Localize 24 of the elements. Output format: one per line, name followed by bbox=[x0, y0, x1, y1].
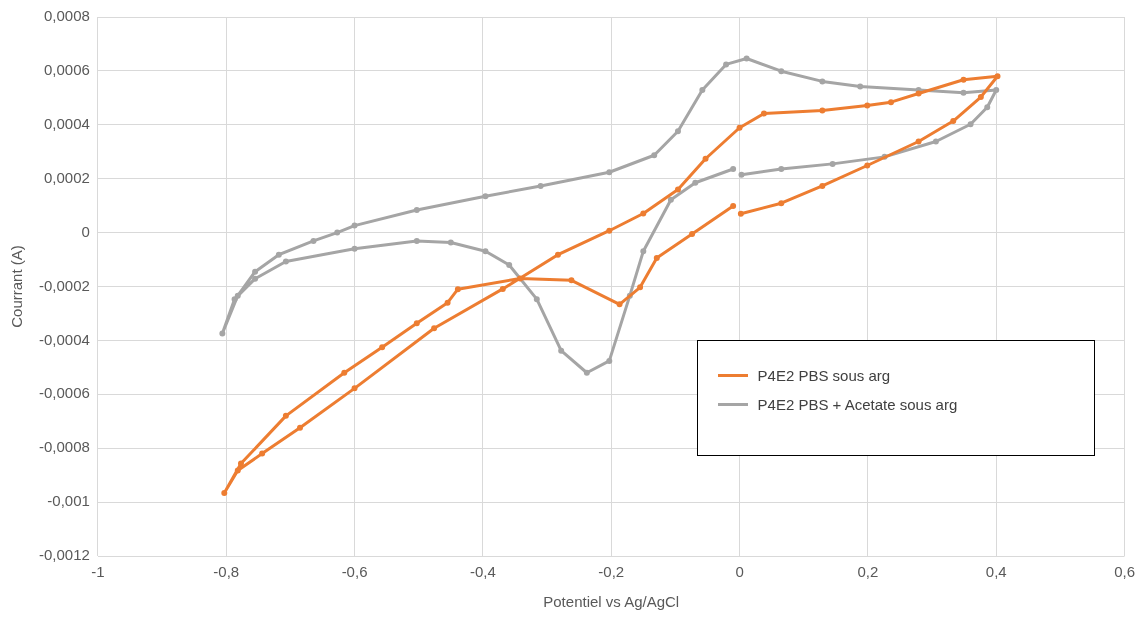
legend-label: P4E2 PBS sous arg bbox=[757, 367, 891, 385]
y-tick-label: 0,0008 bbox=[43, 7, 90, 25]
y-tick-label: -0,0002 bbox=[39, 276, 90, 294]
x-tick-label: 0,4 bbox=[985, 563, 1007, 581]
y-tick-label: -0,0004 bbox=[39, 330, 90, 348]
y-tick-label: 0 bbox=[81, 222, 90, 240]
y-tick-label: -0,001 bbox=[47, 492, 90, 510]
x-tick-label: -0,4 bbox=[469, 563, 496, 581]
x-tick-label: -1 bbox=[91, 563, 105, 581]
x-tick-label: 0,2 bbox=[857, 563, 879, 581]
y-tick-label: 0,0002 bbox=[43, 168, 90, 186]
x-axis-title: Potentiel vs Ag/AgCl bbox=[543, 593, 680, 611]
y-tick-label: 0,0006 bbox=[43, 61, 90, 79]
y-tick-label: -0,0012 bbox=[39, 546, 90, 564]
y-tick-label: -0,0008 bbox=[39, 438, 90, 456]
legend-label: P4E2 PBS + Acetate sous arg bbox=[757, 396, 958, 414]
x-tick-label: -0,2 bbox=[598, 563, 625, 581]
y-axis-title: Courrant (A) bbox=[8, 245, 26, 328]
y-tick-label: -0,0006 bbox=[39, 384, 90, 402]
x-tick-label: 0,6 bbox=[1114, 563, 1135, 581]
x-tick-label: 0 bbox=[735, 563, 744, 581]
x-tick-label: -0,8 bbox=[213, 563, 240, 581]
y-tick-label: 0,0004 bbox=[43, 114, 90, 132]
x-tick-label: -0,6 bbox=[341, 563, 368, 581]
